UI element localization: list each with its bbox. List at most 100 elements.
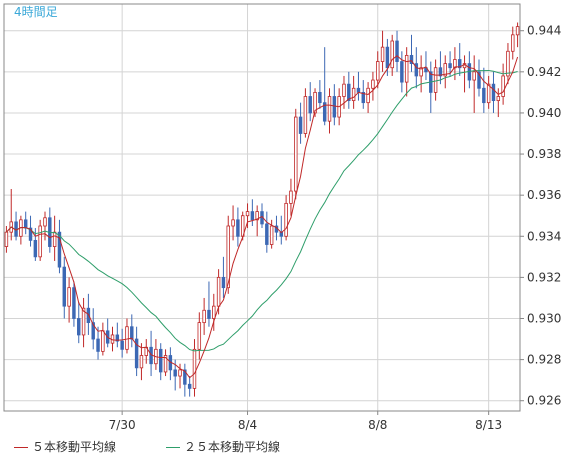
y-tick-label: 0.938 [527, 147, 561, 161]
candle-body [395, 40, 399, 62]
y-tick-label: 0.928 [527, 353, 561, 367]
candle-body [28, 227, 33, 241]
candle-body [366, 87, 370, 104]
candle-body [342, 83, 346, 97]
legend-sma5-label: ５本移動平均線 [32, 440, 117, 454]
candle-body [380, 46, 385, 62]
candle-body [38, 225, 42, 258]
candle-body [115, 334, 120, 342]
y-tick-label: 0.926 [527, 394, 561, 408]
x-tick-label: 8/8 [368, 418, 387, 432]
plot-area: 0.926 0.928 0.930 0.932 0.934 0.936 0.938 0.940… [3, 3, 561, 432]
candle-body [255, 211, 259, 221]
y-tick-label: 0.932 [527, 270, 561, 284]
legend-sma25: ２５本移動平均線 [166, 438, 280, 455]
candle-body [57, 231, 62, 268]
candle-body [376, 61, 380, 81]
candle-body [448, 63, 452, 69]
candle-body [269, 225, 274, 245]
y-tick-label: 0.942 [527, 65, 561, 79]
candle-body [289, 190, 293, 204]
candle-body [33, 239, 38, 258]
candle-body [351, 87, 356, 102]
y-tick-label: 0.940 [527, 106, 561, 120]
candle-body [303, 96, 308, 134]
candle-body [472, 71, 476, 81]
candle-body [236, 219, 240, 237]
candle-body [318, 91, 322, 104]
candle-body [477, 71, 481, 89]
candle-body [385, 46, 390, 69]
candle-body [192, 348, 197, 389]
plot-frame [3, 3, 521, 412]
candle-body [491, 83, 496, 102]
chart-title: 4時間足 [14, 5, 58, 19]
candle-body [139, 355, 144, 369]
candle-body [409, 54, 414, 65]
legend-sma5: ５本移動平均線 [14, 438, 116, 455]
candle-body [23, 219, 28, 229]
candle-body [390, 40, 394, 69]
candle-body [163, 355, 168, 373]
sma5-line [6, 55, 519, 379]
y-tick-label: 0.934 [527, 229, 561, 243]
candle-body [130, 326, 134, 340]
candle-body [506, 50, 510, 77]
y-tick-label: 0.930 [527, 312, 561, 326]
y-tick-label: 0.944 [527, 24, 561, 38]
candle-body [226, 225, 230, 289]
candle-body [438, 67, 443, 77]
candle-body [178, 369, 182, 377]
candle-body [77, 318, 81, 336]
candle-body [159, 348, 163, 373]
candle-body [43, 217, 47, 227]
candle-body [347, 83, 351, 102]
candle-body [284, 202, 288, 237]
candle-body [482, 87, 486, 104]
candle-body [313, 91, 317, 114]
candle-body [501, 75, 505, 97]
candle-body [207, 309, 211, 319]
candle-body [511, 34, 515, 52]
candle-body [486, 83, 491, 104]
candle-body [96, 338, 100, 352]
candle-body [212, 305, 216, 319]
candle-body [52, 231, 57, 247]
candle-body [134, 338, 139, 369]
candle-body [332, 96, 337, 118]
candle-body [294, 116, 298, 192]
candle-body [173, 369, 177, 377]
x-tick-label: 8/13 [475, 418, 502, 432]
candle-body [67, 287, 71, 307]
candle-body [81, 307, 86, 336]
candle-body [197, 322, 202, 350]
candle-body [404, 54, 409, 83]
candle-body [231, 219, 235, 227]
legend-sma25-swatch [166, 447, 180, 448]
candle-body [221, 276, 226, 289]
candle-body [250, 211, 255, 221]
candle-body [308, 96, 312, 114]
candle-body [457, 59, 462, 69]
candle-body [371, 79, 375, 89]
sma25-line [6, 69, 518, 352]
candle-body [322, 102, 327, 122]
y-tick-label: 0.936 [527, 188, 561, 202]
candle-body [202, 309, 206, 324]
candle-body [187, 383, 192, 389]
candle-body [265, 223, 269, 245]
candle-body [515, 26, 520, 36]
candle-body [120, 340, 124, 350]
candle-body [72, 287, 76, 319]
candle-body [419, 67, 423, 77]
candle-body [414, 63, 419, 77]
legend-sma5-swatch [14, 447, 28, 448]
candle-body [443, 63, 447, 77]
candle-body [216, 276, 221, 307]
candle-body [91, 322, 95, 340]
candle-body [245, 211, 250, 217]
candle-body [327, 96, 332, 122]
candle-body [400, 61, 404, 83]
candle-body [125, 326, 129, 350]
